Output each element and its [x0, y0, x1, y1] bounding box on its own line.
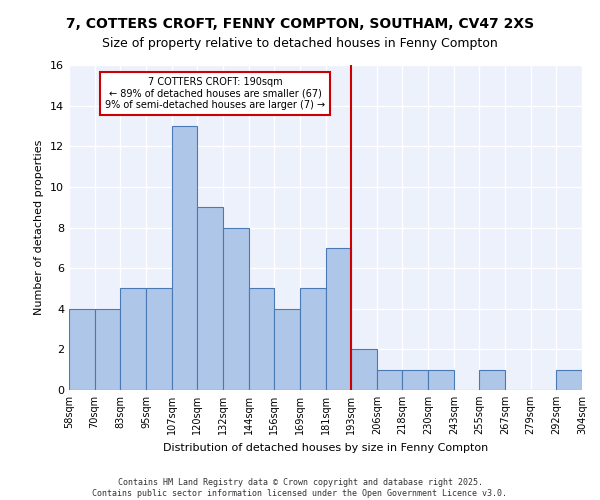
Text: Size of property relative to detached houses in Fenny Compton: Size of property relative to detached ho…: [102, 38, 498, 51]
Bar: [121, 288, 146, 390]
Bar: [428, 370, 454, 390]
Bar: [377, 370, 403, 390]
X-axis label: Distribution of detached houses by size in Fenny Compton: Distribution of detached houses by size …: [163, 442, 488, 452]
Text: 7, COTTERS CROFT, FENNY COMPTON, SOUTHAM, CV47 2XS: 7, COTTERS CROFT, FENNY COMPTON, SOUTHAM…: [66, 18, 534, 32]
Bar: [146, 288, 172, 390]
Bar: [351, 350, 377, 390]
Bar: [69, 308, 95, 390]
Bar: [403, 370, 428, 390]
Text: 7 COTTERS CROFT: 190sqm
← 89% of detached houses are smaller (67)
9% of semi-det: 7 COTTERS CROFT: 190sqm ← 89% of detache…: [105, 77, 325, 110]
Bar: [325, 248, 351, 390]
Bar: [274, 308, 300, 390]
Bar: [300, 288, 325, 390]
Bar: [248, 288, 274, 390]
Bar: [172, 126, 197, 390]
Bar: [556, 370, 582, 390]
Bar: [479, 370, 505, 390]
Text: Contains HM Land Registry data © Crown copyright and database right 2025.
Contai: Contains HM Land Registry data © Crown c…: [92, 478, 508, 498]
Bar: [223, 228, 248, 390]
Bar: [95, 308, 121, 390]
Bar: [197, 207, 223, 390]
Y-axis label: Number of detached properties: Number of detached properties: [34, 140, 44, 315]
